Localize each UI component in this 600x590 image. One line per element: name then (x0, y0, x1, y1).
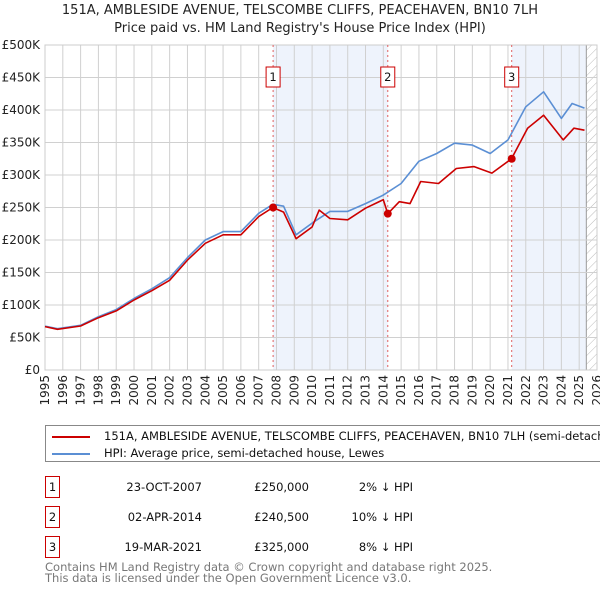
sale-number-badge: 2 (45, 506, 60, 528)
x-tick-label: 2008 (269, 375, 283, 406)
x-tick-label: 2000 (127, 375, 141, 406)
x-tick-label: 2018 (448, 375, 462, 406)
sale-label-box (265, 66, 281, 88)
y-tick-label: £250K (2, 201, 42, 215)
property-price-line (44, 114, 585, 331)
sale-number-badge: 3 (45, 536, 60, 558)
x-tick-label: 2016 (412, 375, 426, 406)
legend-label-hpi: HPI: Average price, semi-detached house,… (104, 446, 385, 460)
sale-date: 19-MAR-2021 (124, 540, 202, 554)
x-tick-label: 2006 (234, 375, 248, 406)
x-tick-label: 1995 (38, 375, 52, 406)
sale-date: 02-APR-2014 (127, 510, 202, 524)
sale-hpi-diff: 10% ↓ HPI (351, 510, 413, 524)
price-chart: 1995 1996 1997 1998 1999 2000 2001 2002 2003 2004… (2, 38, 600, 406)
x-tick-label: 2020 (483, 375, 497, 406)
x-tick-label: 2023 (537, 375, 551, 406)
footer-copyright: Contains HM Land Registry data © Crown c… (45, 560, 493, 574)
y-tick-label: £0 (25, 363, 40, 377)
y-tick-label: £300K (2, 168, 42, 182)
y-tick-label: £100K (2, 298, 42, 312)
sale-hpi-diff: 2% ↓ HPI (358, 480, 413, 494)
legend-label-property: 151A, AMBLESIDE AVENUE, TELSCOMBE CLIFFS… (104, 429, 600, 443)
legend: 151A, AMBLESIDE AVENUE, TELSCOMBE CLIFFS… (45, 425, 600, 462)
sale-label-number: 1 (269, 70, 276, 84)
chart-title: 151A, AMBLESIDE AVENUE, TELSCOMBE CLIFFS… (61, 3, 539, 18)
hpi-line (44, 91, 585, 330)
y-tick-label: £50K (9, 331, 41, 345)
x-tick-label: 2001 (145, 375, 159, 406)
x-tick-label: 2019 (465, 375, 479, 406)
x-tick-label: 2003 (180, 375, 194, 406)
sale-label-number: 3 (508, 70, 515, 84)
x-tick-label: 2007 (252, 375, 266, 406)
x-tick-label: 1998 (91, 375, 105, 406)
x-tick-label: 2014 (376, 375, 390, 406)
x-tick-label: 2024 (554, 375, 568, 406)
x-tick-label: 1999 (109, 375, 123, 406)
y-tick-label: £350K (2, 136, 42, 150)
x-tick-label: 2021 (501, 375, 515, 406)
y-tick-label: £450K (2, 71, 42, 85)
sale-price: £240,500 (254, 510, 309, 524)
sale-price: £250,000 (254, 480, 309, 494)
sale-number-badge: 1 (45, 476, 60, 498)
y-tick-label: £200K (2, 233, 42, 247)
x-tick-label: 2004 (198, 375, 212, 406)
sale-hpi-diff: 8% ↓ HPI (358, 540, 413, 554)
x-tick-label: 2017 (430, 375, 444, 406)
x-tick-label: 2015 (394, 375, 408, 406)
y-tick-label: £400K (2, 103, 42, 117)
sale-label-box (504, 66, 520, 88)
legend-item-property: 151A, AMBLESIDE AVENUE, TELSCOMBE CLIFFS… (52, 429, 600, 445)
y-tick-label: £500K (2, 38, 42, 52)
x-tick-label: 2005 (216, 375, 230, 406)
sale-price: £325,000 (254, 540, 309, 554)
x-tick-label: 2025 (572, 375, 586, 406)
x-tick-label: 2022 (519, 375, 533, 406)
sale-date: 23-OCT-2007 (126, 480, 202, 494)
plot-border (44, 44, 598, 371)
x-tick-label: 2010 (305, 375, 319, 406)
sale-point (507, 154, 516, 163)
x-tick-label: 2012 (341, 375, 355, 406)
blue-line-swatch (52, 452, 90, 455)
sale-point (383, 209, 392, 218)
x-tick-label: 2002 (163, 375, 177, 406)
x-tick-label: 2026 (590, 375, 600, 406)
sale-point (269, 203, 278, 212)
sale-label-box (380, 66, 396, 88)
x-tick-label: 2013 (359, 375, 373, 406)
x-tick-label: 1996 (56, 375, 70, 406)
chart-subtitle: Price paid vs. HM Land Registry's House … (114, 21, 486, 36)
sale-label-number: 2 (384, 70, 391, 84)
red-line-swatch (52, 435, 90, 438)
x-tick-label: 2011 (323, 375, 337, 406)
y-tick-label: £150K (2, 266, 42, 280)
legend-item-hpi: HPI: Average price, semi-detached house,… (52, 446, 384, 462)
x-tick-label: 1997 (74, 375, 88, 406)
x-tick-label: 2009 (287, 375, 301, 406)
footer-licence: This data is licensed under the Open Gov… (45, 571, 412, 585)
